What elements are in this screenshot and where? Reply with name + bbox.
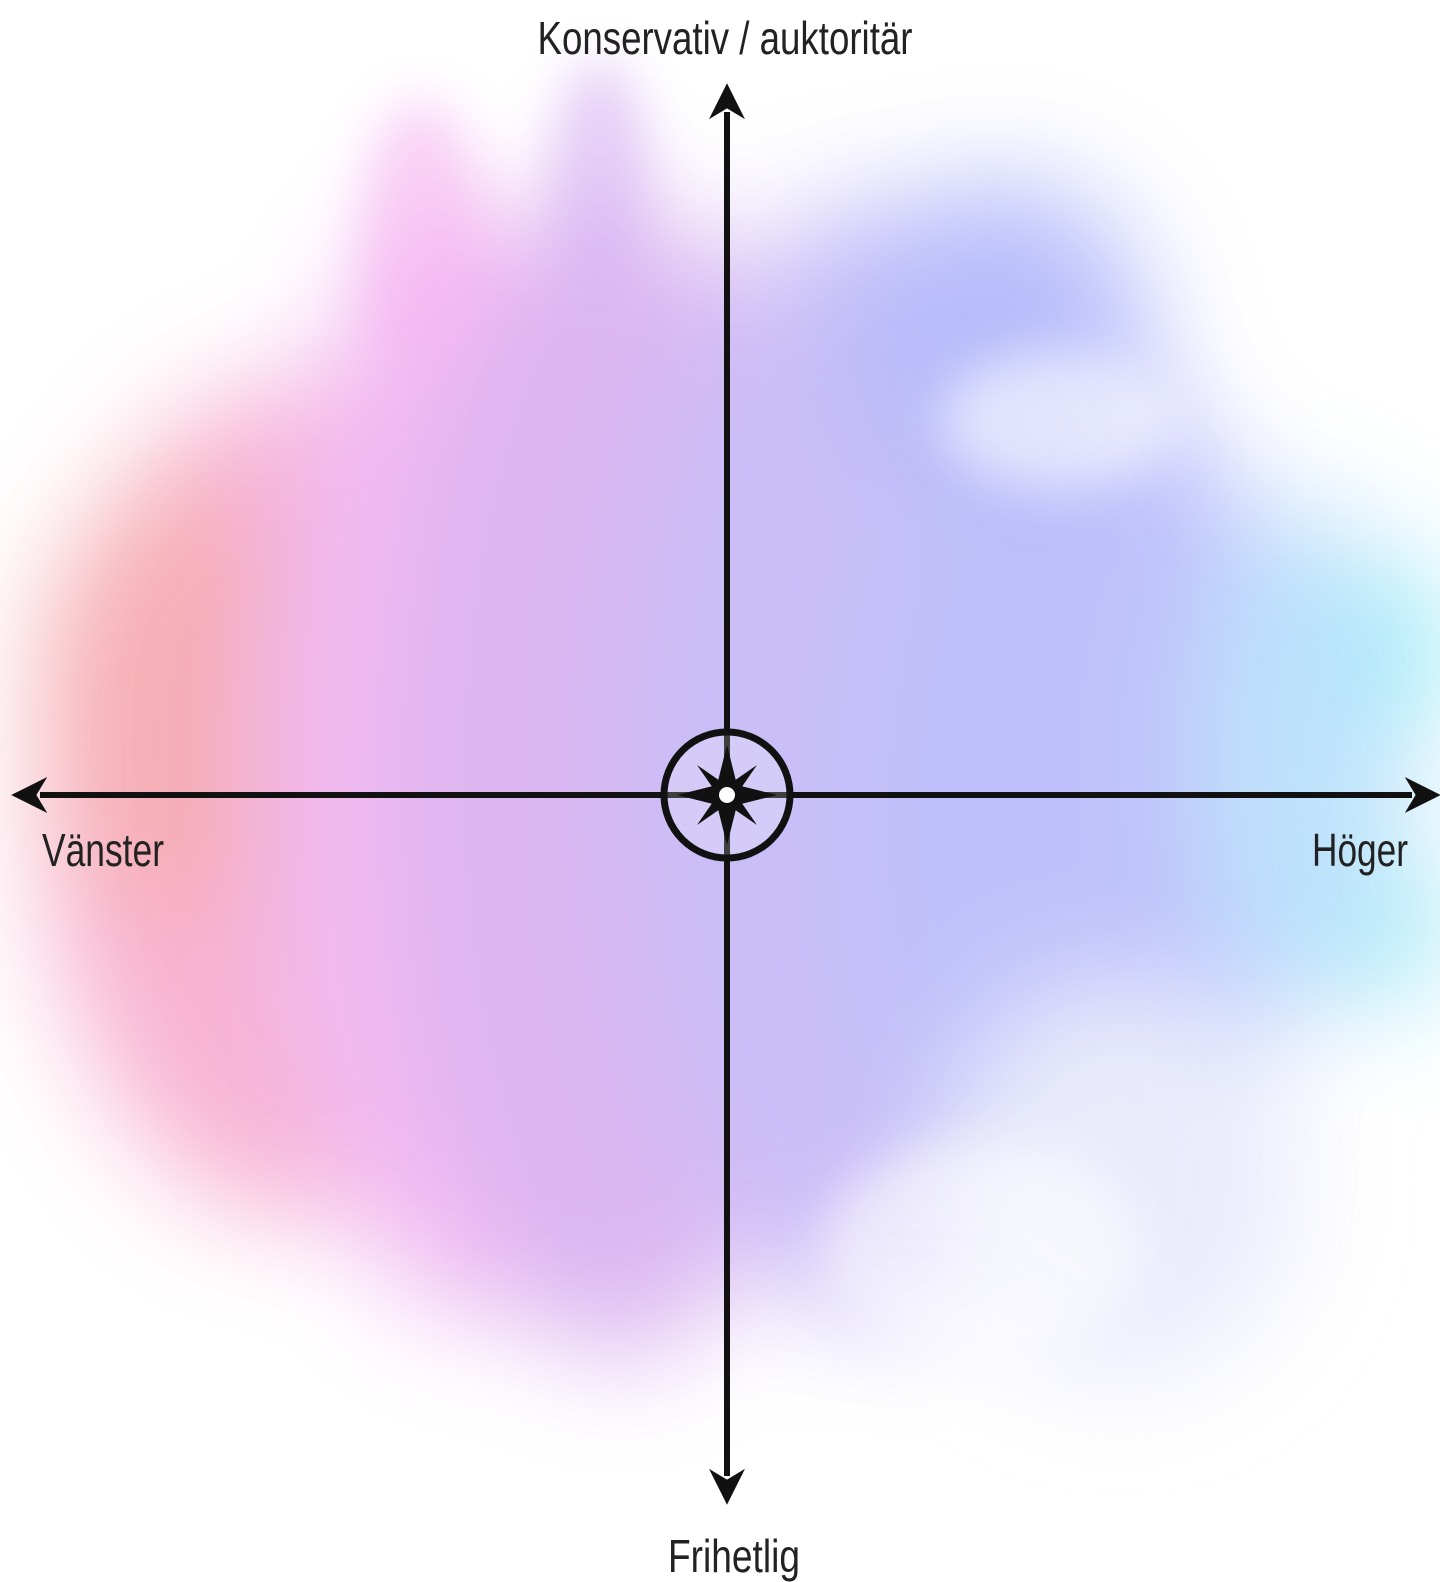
axis-label-top: Konservativ / auktoritär: [538, 12, 913, 64]
compass-icon: [660, 728, 794, 862]
axis-label-right: Höger: [1312, 824, 1408, 876]
axis-label-bottom: Frihetlig: [668, 1530, 800, 1582]
paint-cloud: [40, 60, 1440, 1380]
axis-label-left: Vänster: [42, 824, 164, 876]
